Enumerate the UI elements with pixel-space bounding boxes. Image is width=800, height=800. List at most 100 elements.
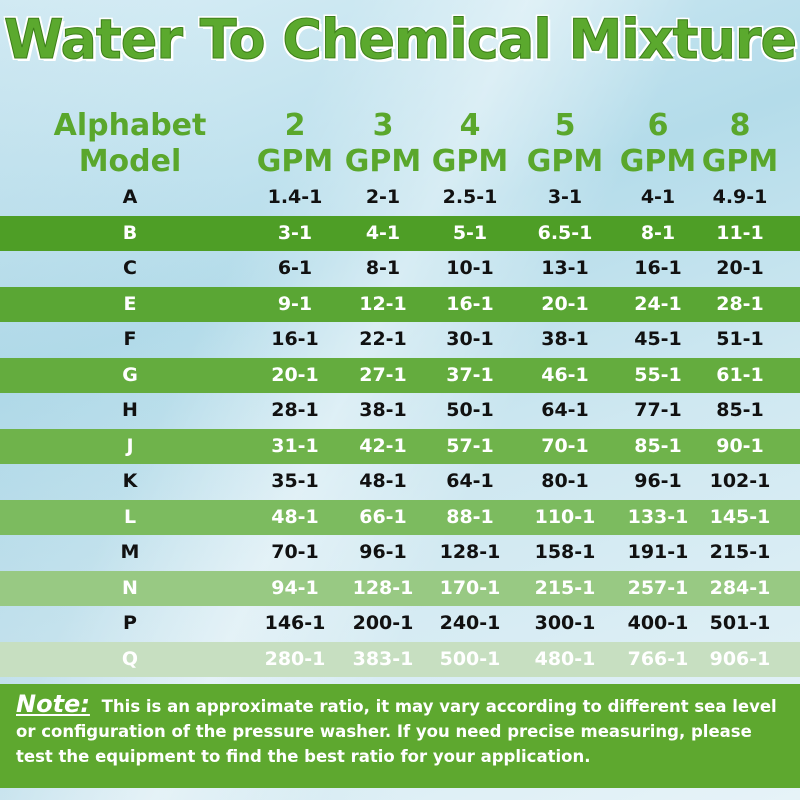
- header-col-num: 5: [554, 108, 576, 143]
- ratio-cell: 8-1: [640, 221, 676, 244]
- ratio-cell: 46-1: [541, 363, 589, 386]
- ratio-cell: 133-1: [627, 505, 689, 528]
- header-col: 6 GPM: [613, 108, 703, 180]
- ratio-cell: 215-1: [534, 576, 596, 599]
- ratio-cell: 20-1: [716, 257, 764, 279]
- row-model: M: [120, 541, 140, 563]
- ratio-cell: 96-1: [359, 541, 407, 563]
- ratio-cell: 102-1: [709, 470, 771, 492]
- ratio-cell: 22-1: [359, 328, 407, 350]
- ratio-cell: 158-1: [534, 541, 596, 563]
- ratio-cell: 61-1: [716, 363, 764, 386]
- row-model: A: [122, 186, 138, 208]
- table-row: E 9-1 12-1 16-1 20-1 24-1 28-1: [0, 286, 800, 322]
- ratio-cell: 146-1: [264, 612, 326, 634]
- ratio-cell: 500-1: [439, 647, 501, 670]
- row-model: K: [122, 470, 138, 492]
- ratio-cell: 70-1: [271, 541, 319, 563]
- ratio-cell: 66-1: [359, 505, 407, 528]
- ratio-cell: 77-1: [634, 399, 682, 421]
- header-model-line1: Alphabet: [53, 108, 207, 143]
- ratio-cell: 16-1: [634, 257, 682, 279]
- header-col-unit: GPM: [526, 144, 604, 179]
- note-text: This is an approximate ratio, it may var…: [16, 697, 777, 766]
- ratio-cell: 64-1: [446, 470, 494, 492]
- row-model: G: [122, 363, 138, 386]
- header-col-num: 4: [459, 108, 481, 143]
- ratio-cell: 4-1: [365, 221, 401, 244]
- header-col-unit: GPM: [701, 144, 779, 179]
- header-col: 4 GPM: [425, 108, 515, 180]
- ratio-cell: 215-1: [709, 541, 771, 563]
- row-model: C: [123, 257, 137, 279]
- ratio-cell: 90-1: [716, 434, 764, 457]
- ratio-cell: 4.9-1: [712, 186, 768, 208]
- ratio-cell: 96-1: [634, 470, 682, 492]
- ratio-cell: 55-1: [634, 363, 682, 386]
- ratio-cell: 128-1: [352, 576, 414, 599]
- header-col: 8 GPM: [695, 108, 785, 180]
- ratio-cell: 200-1: [352, 612, 414, 634]
- ratio-cell: 501-1: [709, 612, 771, 634]
- ratio-cell: 280-1: [264, 647, 326, 670]
- table-row: H 28-1 38-1 50-1 64-1 77-1 85-1: [0, 393, 800, 428]
- ratio-cell: 27-1: [359, 363, 407, 386]
- ratio-cell: 64-1: [541, 399, 589, 421]
- table-row: F 16-1 22-1 30-1 38-1 45-1 51-1: [0, 322, 800, 357]
- ratio-cell: 94-1: [271, 576, 319, 599]
- header-col: 3 GPM: [338, 108, 428, 180]
- row-model: L: [123, 505, 137, 528]
- table-row: P 146-1 200-1 240-1 300-1 400-1 501-1: [0, 606, 800, 641]
- header-col-unit: GPM: [256, 144, 334, 179]
- ratio-cell: 11-1: [716, 221, 764, 244]
- ratio-cell: 300-1: [534, 612, 596, 634]
- header-col-num: 6: [647, 108, 669, 143]
- table-row: A 1.4-1 2-1 2.5-1 3-1 4-1 4.9-1: [0, 180, 800, 215]
- ratio-cell: 170-1: [439, 576, 501, 599]
- table-row: J 31-1 42-1 57-1 70-1 85-1 90-1: [0, 428, 800, 464]
- ratio-cell: 24-1: [634, 292, 682, 315]
- ratio-cell: 2-1: [365, 186, 401, 208]
- ratio-cell: 240-1: [439, 612, 501, 634]
- ratio-cell: 37-1: [446, 363, 494, 386]
- ratio-cell: 16-1: [271, 328, 319, 350]
- ratio-cell: 284-1: [709, 576, 771, 599]
- table-row: M 70-1 96-1 128-1 158-1 191-1 215-1: [0, 535, 800, 570]
- table-row: L 48-1 66-1 88-1 110-1 133-1 145-1: [0, 499, 800, 535]
- ratio-cell: 13-1: [541, 257, 589, 279]
- header-model-line2: Model: [78, 144, 182, 179]
- table-row: B 3-1 4-1 5-1 6.5-1 8-1 11-1: [0, 215, 800, 251]
- header-col: 2 GPM: [250, 108, 340, 180]
- ratio-cell: 42-1: [359, 434, 407, 457]
- header-col-unit: GPM: [431, 144, 509, 179]
- ratio-cell: 5-1: [452, 221, 488, 244]
- ratio-cell: 145-1: [709, 505, 771, 528]
- table-row: N 94-1 128-1 170-1 215-1 257-1 284-1: [0, 570, 800, 606]
- row-model: J: [126, 434, 134, 457]
- ratio-cell: 16-1: [446, 292, 494, 315]
- ratio-cell: 57-1: [446, 434, 494, 457]
- header-col-num: 8: [729, 108, 751, 143]
- table-row: K 35-1 48-1 64-1 80-1 96-1 102-1: [0, 464, 800, 499]
- ratio-cell: 3-1: [547, 186, 583, 208]
- header-col-num: 3: [372, 108, 394, 143]
- ratio-cell: 8-1: [365, 257, 401, 279]
- ratio-cell: 85-1: [634, 434, 682, 457]
- header-col-unit: GPM: [344, 144, 422, 179]
- table-row: C 6-1 8-1 10-1 13-1 16-1 20-1: [0, 251, 800, 286]
- header-col-num: 2: [284, 108, 306, 143]
- ratio-cell: 28-1: [271, 399, 319, 421]
- ratio-cell: 191-1: [627, 541, 689, 563]
- ratio-cell: 6.5-1: [537, 221, 593, 244]
- ratio-cell: 48-1: [271, 505, 319, 528]
- page-title: Water To Chemical Mixture: [3, 8, 797, 72]
- ratio-cell: 9-1: [277, 292, 313, 315]
- row-model: Q: [121, 647, 139, 670]
- ratio-cell: 383-1: [352, 647, 414, 670]
- ratio-cell: 3-1: [277, 221, 313, 244]
- ratio-cell: 38-1: [541, 328, 589, 350]
- row-model: B: [122, 221, 138, 244]
- row-model: H: [122, 399, 138, 421]
- ratio-cell: 110-1: [534, 505, 596, 528]
- ratio-cell: 30-1: [446, 328, 494, 350]
